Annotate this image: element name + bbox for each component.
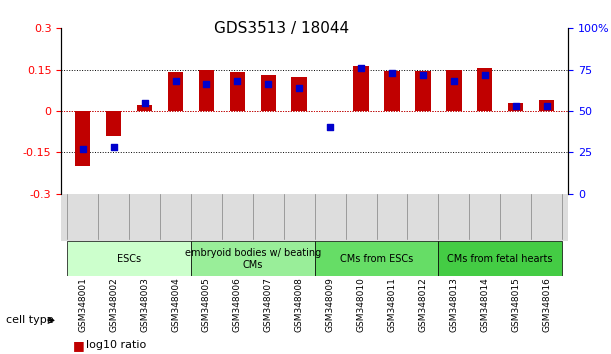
Text: ■: ■: [73, 353, 85, 354]
Point: [387, 70, 397, 76]
Bar: [75, 111, 90, 166]
Bar: [415, 71, 431, 111]
Bar: [168, 72, 183, 111]
Point: [356, 65, 366, 71]
Point: [78, 146, 87, 152]
Bar: [539, 100, 554, 111]
Point: [263, 82, 273, 87]
Point: [480, 72, 489, 78]
Bar: [508, 103, 524, 111]
Point: [449, 78, 459, 84]
Text: cell type: cell type: [6, 315, 54, 325]
Bar: [230, 72, 245, 111]
Point: [202, 82, 211, 87]
Point: [109, 144, 119, 150]
Text: GDS3513 / 18044: GDS3513 / 18044: [214, 21, 349, 36]
Point: [325, 125, 335, 130]
Point: [170, 78, 180, 84]
Text: ■: ■: [73, 339, 85, 352]
Bar: [291, 76, 307, 111]
Bar: [353, 66, 369, 111]
Point: [418, 72, 428, 78]
Bar: [137, 105, 152, 111]
Point: [232, 78, 242, 84]
Bar: [199, 70, 214, 111]
Bar: [260, 75, 276, 111]
Bar: [477, 68, 492, 111]
Point: [511, 103, 521, 109]
Bar: [384, 71, 400, 111]
Point: [542, 103, 552, 109]
Text: log10 ratio: log10 ratio: [86, 340, 146, 350]
Bar: [106, 111, 122, 136]
Point: [295, 85, 304, 91]
Bar: [446, 70, 461, 111]
Point: [140, 100, 150, 105]
